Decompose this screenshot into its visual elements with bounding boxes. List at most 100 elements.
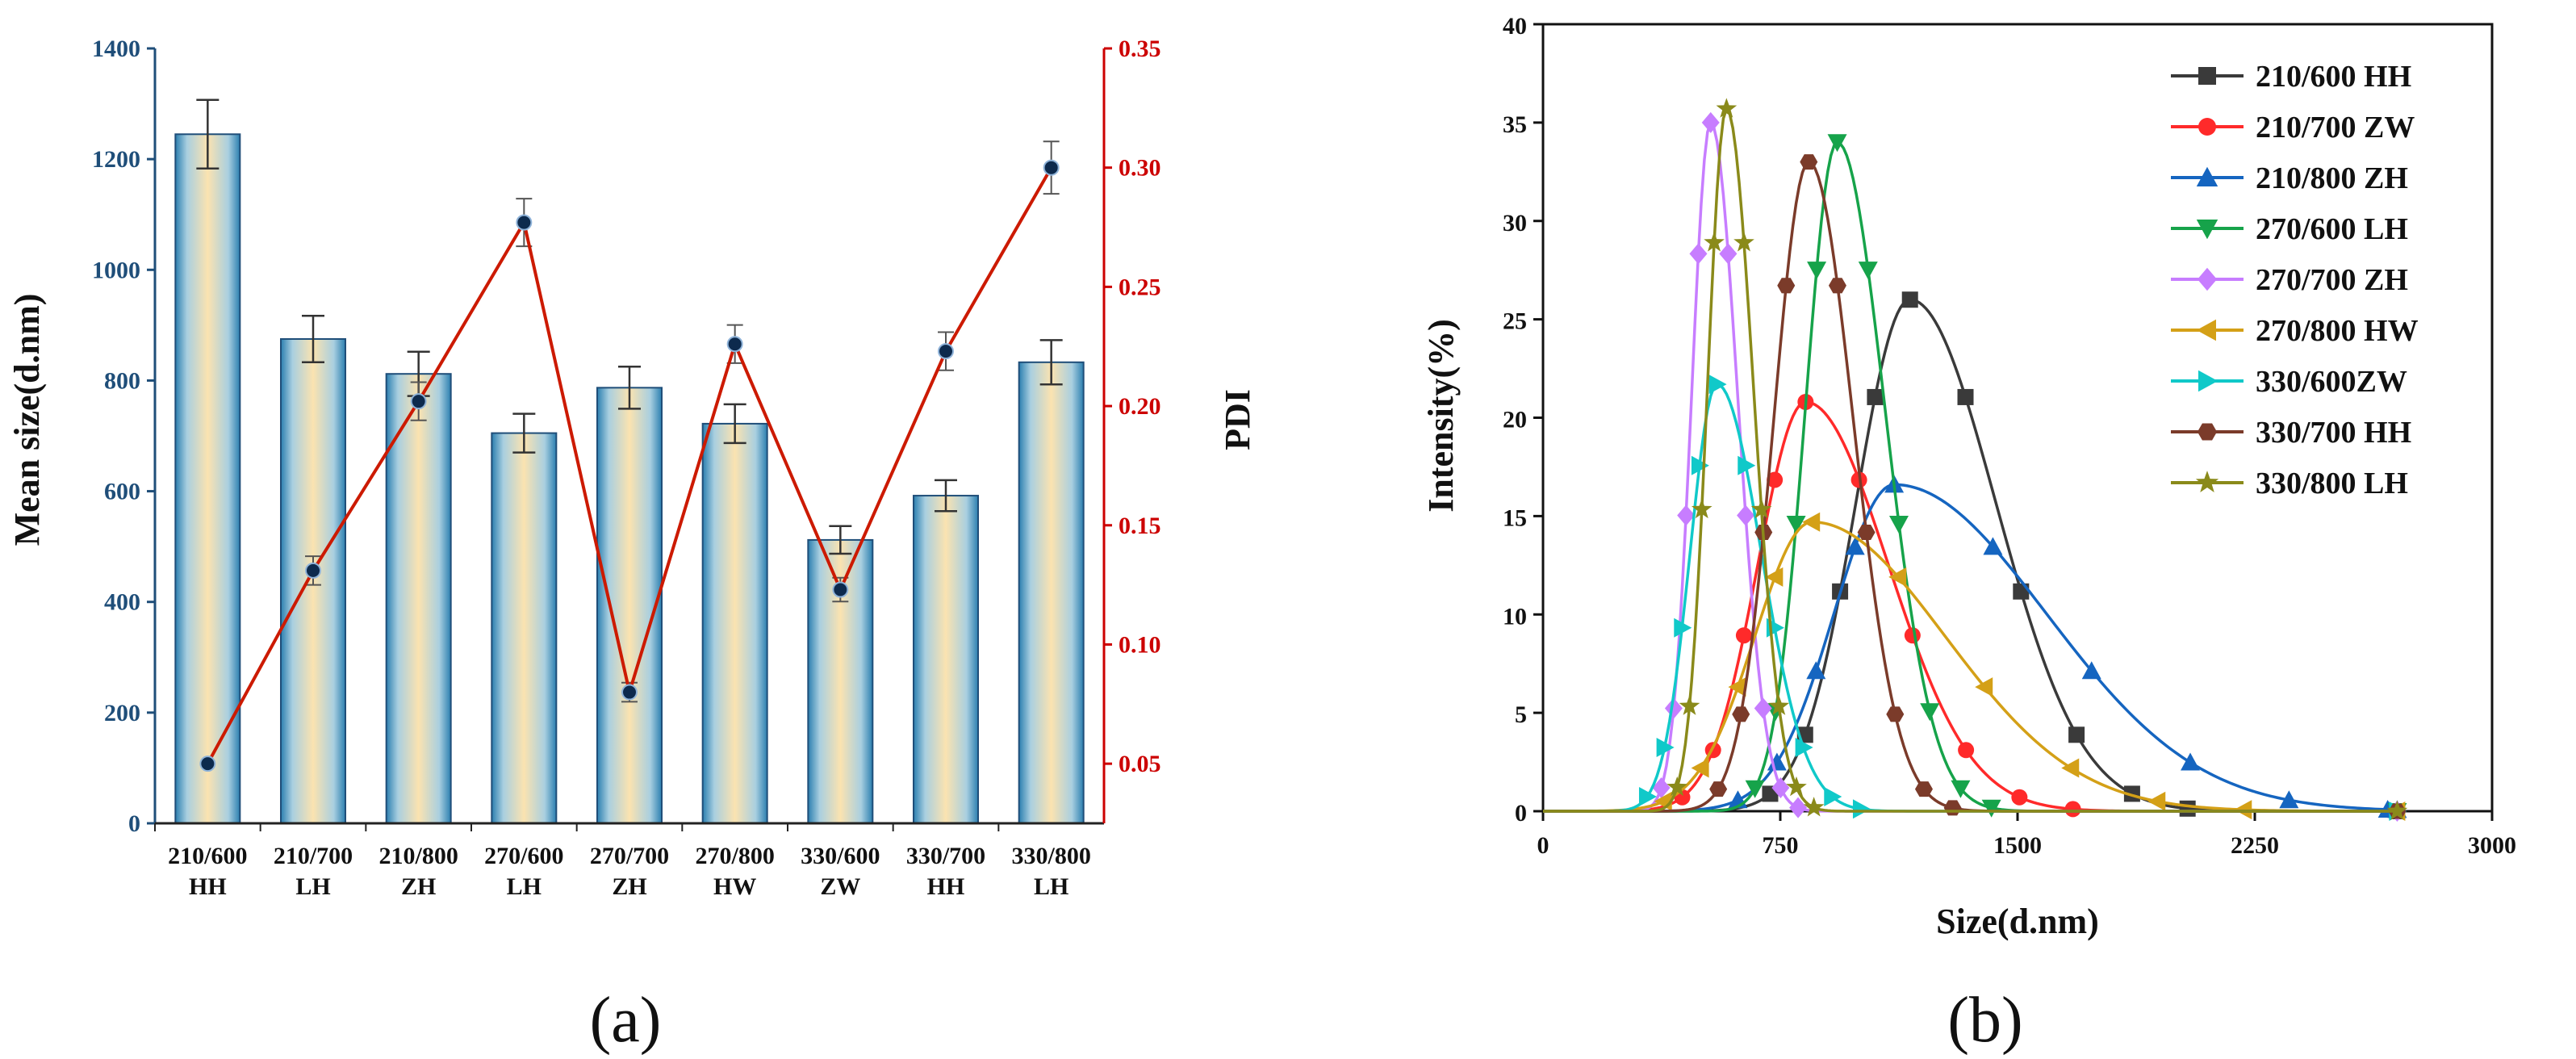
y-tick-label-a: 600 xyxy=(104,479,140,505)
series-marker xyxy=(1737,504,1755,526)
series-marker xyxy=(1803,797,1825,817)
y-tick-label-b: 30 xyxy=(1503,210,1527,236)
y-tick-label-b: 40 xyxy=(1503,13,1527,40)
x-tick-label-b: 0 xyxy=(1537,832,1549,859)
series-marker xyxy=(1652,776,1671,798)
y-tick-label-a: 800 xyxy=(104,367,140,394)
y-tick-label-a: 400 xyxy=(104,589,140,616)
x-tick-label-a: 330/700 xyxy=(906,843,985,869)
series-marker xyxy=(2196,166,2218,186)
series-marker xyxy=(1716,98,1738,118)
series-marker xyxy=(1666,776,1688,797)
x-tick-label-a: 330/600 xyxy=(801,843,880,869)
series-marker xyxy=(1807,262,1827,280)
x-tick-label-a: ZW xyxy=(820,873,860,900)
series-marker xyxy=(2196,319,2216,341)
pdi-point xyxy=(305,562,321,579)
series-marker xyxy=(1679,695,1700,715)
x-tick-label-a: 330/800 xyxy=(1011,843,1090,869)
series-marker xyxy=(1767,471,1784,488)
series-marker xyxy=(1920,703,1940,722)
legend-label: 210/700 ZW xyxy=(2256,111,2415,144)
series-marker xyxy=(1732,706,1750,722)
series-marker xyxy=(1867,388,1884,405)
x-tick-label-b: 750 xyxy=(1763,832,1799,859)
series-marker xyxy=(1735,627,1752,644)
x-tick-label-a: 270/700 xyxy=(590,843,669,869)
series-marker xyxy=(1691,758,1709,778)
series-marker xyxy=(1914,781,1933,797)
x-tick-label-a: ZH xyxy=(401,873,436,900)
series-marker xyxy=(1802,512,1821,532)
pdi-point xyxy=(621,684,638,701)
series-marker xyxy=(2011,789,2028,806)
x-tick-label-a: 210/800 xyxy=(378,843,458,869)
series-marker xyxy=(1901,291,1918,308)
legend-label: 330/800 LH xyxy=(2256,467,2408,500)
bar xyxy=(701,422,768,825)
series-marker xyxy=(1806,661,1826,680)
pdi-point xyxy=(938,343,954,360)
series-marker xyxy=(1768,695,1790,715)
x-tick-label-a: HW xyxy=(713,873,756,900)
series-marker xyxy=(1943,800,1962,816)
panel-label-b: (b) xyxy=(1947,985,2022,1056)
series-marker xyxy=(2197,423,2218,441)
series-marker xyxy=(2196,220,2218,240)
series-marker xyxy=(1708,375,1727,395)
series-marker xyxy=(1983,537,2003,555)
bar xyxy=(596,387,663,825)
series-marker xyxy=(1981,799,2001,818)
x-tick-label-a: HH xyxy=(927,873,965,900)
y-tick-label-a: 1200 xyxy=(92,146,140,173)
legend: 210/600 HH 210/700 ZW 210/800 ZH 270/600 LH… xyxy=(2171,60,2419,500)
series-marker xyxy=(1691,498,1712,519)
y2-axis-title-a: PDI xyxy=(1218,389,1257,450)
series-marker xyxy=(2179,800,2196,817)
x-tick-label-a: LH xyxy=(507,873,542,900)
series-marker xyxy=(1824,786,1842,806)
legend-label: 330/700 HH xyxy=(2256,416,2411,450)
distribution-series xyxy=(1542,98,2408,822)
y2-tick-label-a: 0.15 xyxy=(1119,513,1161,539)
series-marker xyxy=(2181,752,2201,771)
y-tick-label-a: 1000 xyxy=(92,257,140,283)
series-marker xyxy=(1771,776,1790,798)
series-marker xyxy=(1845,537,1865,555)
series-marker xyxy=(2279,790,2299,809)
series-marker xyxy=(1750,498,1772,519)
series-marker xyxy=(1719,243,1738,265)
series-marker xyxy=(1638,786,1657,806)
series-marker xyxy=(2198,118,2216,136)
series-marker xyxy=(1951,780,1971,798)
y-tick-label-b: 10 xyxy=(1503,603,1527,630)
series-marker xyxy=(1975,677,1993,697)
series-line xyxy=(1542,520,2398,813)
series-marker xyxy=(2147,791,2166,811)
legend-label: 270/700 ZH xyxy=(2256,263,2408,297)
series-marker xyxy=(1689,243,1708,265)
pdi-line-series xyxy=(199,140,1060,772)
series-line xyxy=(1543,105,2398,813)
series-marker xyxy=(2386,800,2408,820)
x-tick-label-a: HH xyxy=(189,873,227,900)
series-marker xyxy=(1709,781,1728,797)
bar xyxy=(174,133,241,825)
y-tick-label-a: 200 xyxy=(104,700,140,726)
y-tick-label-b: 35 xyxy=(1503,111,1527,138)
series-marker xyxy=(1656,737,1675,757)
error-bars xyxy=(196,98,1063,555)
chart-panel-a: 0 200 400 600 800 1000 1200 1400 0.05 0.10 0.15 0.2… xyxy=(7,36,1257,1056)
pdi-point xyxy=(410,393,427,410)
panel-label-a: (a) xyxy=(590,985,662,1056)
legend-label: 270/600 LH xyxy=(2256,212,2408,246)
pdi-point xyxy=(726,336,743,353)
y-tick-label-b: 15 xyxy=(1503,504,1527,531)
y-axis-title-b: Intensity(%) xyxy=(1421,319,1461,513)
series-marker xyxy=(1957,388,1974,405)
series-marker xyxy=(1728,677,1746,697)
y-tick-label-b: 25 xyxy=(1503,308,1527,335)
y2-tick-label-a: 0.25 xyxy=(1119,274,1161,300)
series-marker xyxy=(1691,455,1709,475)
